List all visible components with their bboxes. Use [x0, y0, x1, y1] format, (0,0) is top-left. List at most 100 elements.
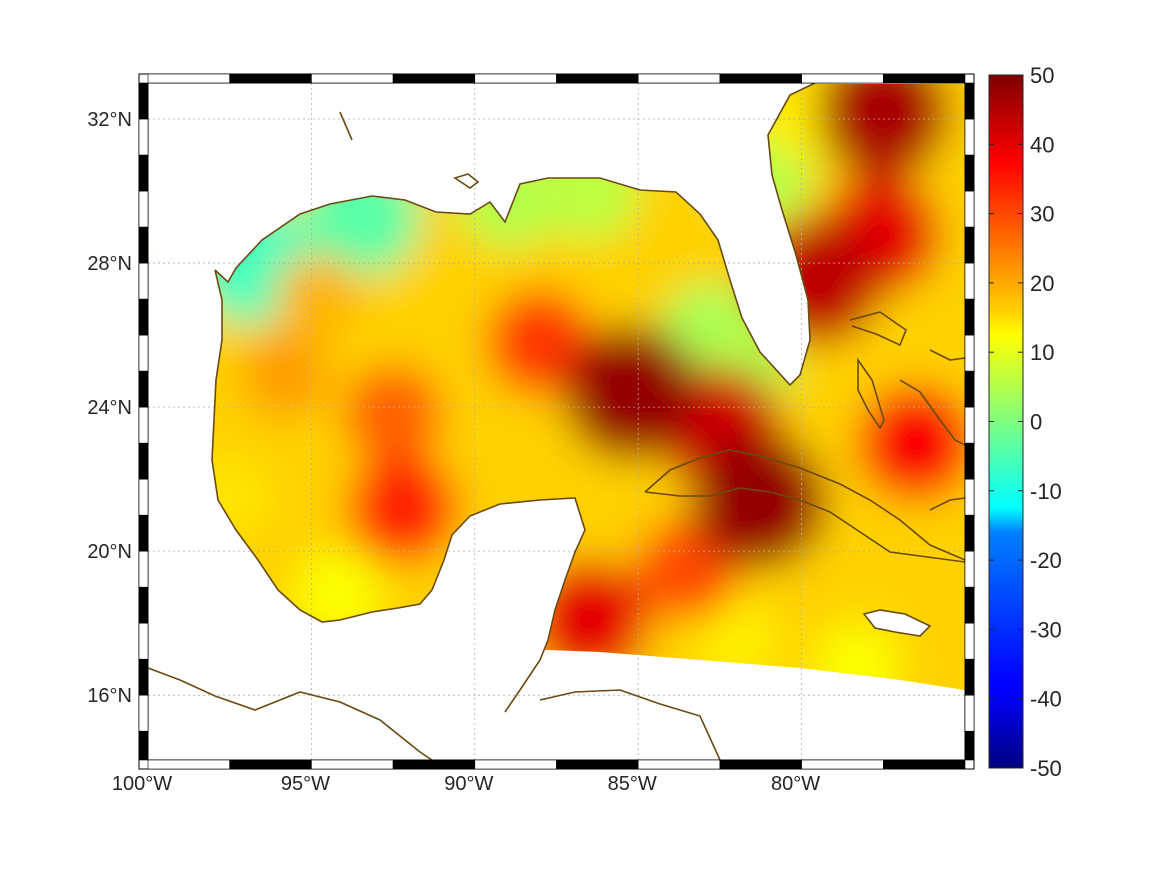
frame-segment	[964, 442, 975, 480]
field-point	[456, 147, 559, 250]
frame-segment	[311, 759, 394, 770]
field-point	[343, 364, 443, 465]
x-tick-label: 85°W	[608, 773, 657, 795]
colorbar-tick-label: 30	[1030, 202, 1054, 227]
frame-segment	[964, 370, 975, 408]
field-point	[817, 83, 950, 178]
frame-segment	[311, 73, 394, 84]
frame-segment	[229, 759, 312, 770]
frame-segment	[138, 226, 149, 264]
y-tick-label: 32°N	[87, 109, 132, 131]
frame-segment	[556, 73, 639, 84]
frame-segment	[147, 759, 230, 770]
frame-segment	[801, 73, 884, 84]
colorbar-tick-label: -50	[1030, 756, 1062, 781]
x-tick-label: 95°W	[281, 773, 330, 795]
y-tick-label: 24°N	[87, 397, 132, 419]
frame-segment	[138, 622, 149, 660]
frame-segment	[882, 759, 966, 770]
frame-segment	[964, 694, 975, 732]
field-point	[528, 558, 650, 681]
frame-segment	[964, 550, 975, 588]
frame-segment	[138, 82, 149, 120]
frame-segment	[556, 759, 639, 770]
frame-segment	[474, 759, 557, 770]
field-point	[301, 157, 420, 276]
colorbar-tick-label: -10	[1030, 479, 1062, 504]
field-point	[753, 216, 883, 346]
colorbar-tick-label: 10	[1030, 340, 1054, 365]
frame-segment	[964, 730, 975, 761]
frame-segment	[138, 550, 149, 588]
frame-segment	[138, 442, 149, 480]
colorbar-tick-label: 20	[1030, 271, 1054, 296]
frame-segment	[964, 154, 975, 192]
frame-segment	[392, 73, 476, 84]
frame-segment	[138, 586, 149, 624]
colorbar-tick-label: -20	[1030, 548, 1062, 573]
field-point	[539, 141, 640, 241]
frame-segment	[964, 586, 975, 624]
frame-segment	[147, 73, 230, 84]
field-point	[240, 330, 330, 420]
frame-segment	[138, 334, 149, 372]
frame-segment	[882, 73, 966, 84]
field-point	[347, 452, 459, 564]
frame-segment	[138, 478, 149, 516]
y-tick-label: 28°N	[87, 253, 132, 275]
frame-segment	[138, 658, 149, 696]
x-tick-label: 80°W	[771, 773, 820, 795]
frame-segment	[964, 190, 975, 228]
frame-segment	[719, 73, 802, 84]
frame-segment	[964, 298, 975, 336]
frame-segment	[964, 514, 975, 552]
frame-segment	[964, 82, 975, 120]
frame-segment	[138, 154, 149, 192]
frame-segment	[637, 759, 721, 770]
field-point	[293, 549, 383, 639]
frame-segment	[964, 262, 975, 300]
map-frame	[138, 73, 975, 770]
field-point	[486, 288, 594, 396]
frame-segment	[964, 658, 975, 696]
y-tick-label: 20°N	[87, 541, 132, 563]
frame-segment	[964, 226, 975, 264]
colorbar-tick-label: -30	[1030, 617, 1062, 642]
frame-segment	[138, 730, 149, 761]
frame-segment	[229, 73, 312, 84]
y-tick-label: 16°N	[87, 685, 132, 707]
frame-segment	[964, 406, 975, 444]
field-point	[187, 455, 272, 539]
x-tick-labels: 100°W 95°W 90°W 85°W 80°W	[112, 773, 820, 795]
frame-segment	[138, 190, 149, 228]
colorbar-tick-label: 40	[1030, 132, 1054, 157]
colorbar-tick-label: 0	[1030, 410, 1042, 435]
frame-segment	[392, 759, 476, 770]
grid-lines	[148, 83, 965, 760]
field-point	[275, 252, 361, 339]
frame-segment	[138, 514, 149, 552]
frame-segment	[474, 73, 557, 84]
frame-segment	[138, 262, 149, 300]
frame-segment	[801, 759, 884, 770]
frame-segment	[719, 759, 802, 770]
frame-segment	[138, 370, 149, 408]
frame-segment	[637, 73, 721, 84]
x-tick-label: 100°W	[112, 773, 172, 795]
field-point	[812, 621, 902, 711]
frame-segment	[138, 298, 149, 336]
field-point	[434, 237, 515, 318]
frame-segment	[964, 622, 975, 660]
colorbar: 50 40 30 20 10 0 -10 -20 -30 -40 -50	[988, 63, 1062, 781]
coastline	[148, 83, 965, 760]
field-point	[563, 324, 700, 461]
anomaly-field	[148, 83, 965, 760]
colorbar-tick-label: 50	[1030, 63, 1054, 88]
x-tick-label: 90°W	[444, 773, 493, 795]
frame-segment	[138, 694, 149, 732]
frame-segment	[964, 118, 975, 156]
colorbar-ticks: 50 40 30 20 10 0 -10 -20 -30 -40 -50	[989, 63, 1062, 781]
frame-segment	[964, 334, 975, 372]
frame-segment	[138, 406, 149, 444]
